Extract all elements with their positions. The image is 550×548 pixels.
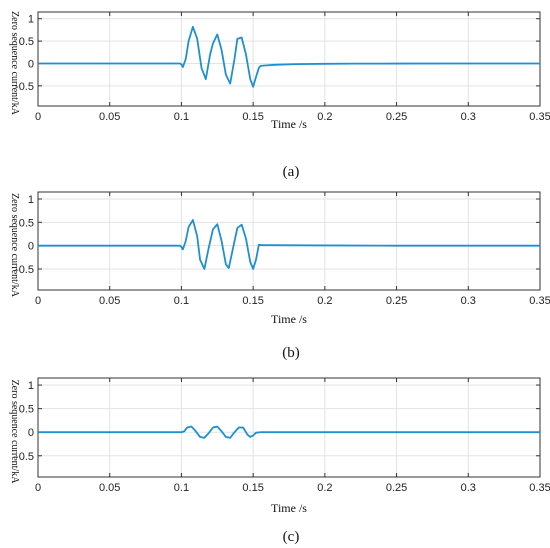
- x-tick-label: 0.35: [529, 295, 550, 307]
- y-tick-label: 0: [28, 241, 34, 253]
- chart-panel-2: 0 0.05 0.1 0.15 0.2 0.25 0.3 0.35 1 0.5 0 -0.5 Time …: [9, 191, 550, 361]
- y-tick-label: 0: [28, 427, 34, 439]
- x-axis-label: Time /s: [271, 117, 307, 131]
- x-axis-label: Time /s: [271, 312, 307, 326]
- y-tick-label: -0.5: [15, 451, 34, 463]
- plot-frame: [37, 191, 541, 291]
- x-tick-label: 0.25: [386, 482, 407, 494]
- x-tick-label: 0.2: [317, 482, 332, 494]
- x-tick-label: 0.2: [317, 111, 332, 123]
- x-tick-label: 0.15: [242, 295, 263, 307]
- y-axis-label: Zero sequence current/kA: [9, 380, 20, 485]
- x-tick-label: 0.35: [529, 111, 550, 123]
- y-tick-label: 1: [28, 14, 34, 26]
- panel-caption: (b): [282, 345, 300, 361]
- y-axis-label: Zero sequence current/kA: [9, 193, 20, 298]
- series-line-1: [38, 25, 540, 88]
- x-tick-label: 0.3: [461, 111, 476, 123]
- x-tick-label: 0.05: [99, 482, 120, 494]
- y-tick-label: 1: [28, 380, 34, 392]
- x-tick-label: 0.35: [529, 482, 550, 494]
- plot-frame: [37, 377, 541, 478]
- y-tick-label: 0.5: [19, 404, 34, 416]
- x-tick-label: 0.1: [174, 111, 189, 123]
- chart-panel-1: 0 0.05 0.1 0.15 0.2 0.25 0.3 0.35 1 0.5 0 -0.5 Time …: [9, 11, 550, 180]
- y-tick-label: 0.5: [19, 36, 34, 48]
- y-tick-label: 1: [28, 194, 34, 206]
- x-tick-label: 0.3: [461, 295, 476, 307]
- x-tick-label: 0.2: [317, 295, 332, 307]
- y-tick-label: -0.5: [15, 81, 34, 93]
- x-tick-label: 0.25: [386, 295, 407, 307]
- chart-panel-3: 0 0.05 0.1 0.15 0.2 0.25 0.3 0.35 1 0.5 0 -0.5 Time …: [9, 377, 550, 545]
- y-tick-label: 0: [28, 58, 34, 70]
- y-tick-label: 0.5: [19, 217, 34, 229]
- x-tick-label: 0.05: [99, 111, 120, 123]
- x-tick-label: 0: [35, 295, 41, 307]
- panel-caption: (a): [283, 164, 300, 180]
- x-tick-label: 0.25: [386, 111, 407, 123]
- plot-frame: [37, 11, 541, 107]
- panel-caption: (c): [283, 529, 300, 545]
- x-tick-label: 0.05: [99, 295, 120, 307]
- x-tick-label: 0: [35, 482, 41, 494]
- x-tick-label: 0.15: [242, 482, 263, 494]
- x-tick-label: 0.3: [461, 482, 476, 494]
- x-tick-label: 0: [35, 111, 41, 123]
- x-tick-label: 0.1: [174, 295, 189, 307]
- y-axis-label: Zero sequence current/kA: [9, 11, 20, 116]
- x-tick-label: 0.1: [174, 482, 189, 494]
- x-axis-label: Time /s: [271, 501, 307, 515]
- series-line-1: [38, 219, 540, 270]
- series-line-1: [38, 425, 540, 439]
- y-tick-label: -0.5: [15, 264, 34, 276]
- x-tick-label: 0.15: [242, 111, 263, 123]
